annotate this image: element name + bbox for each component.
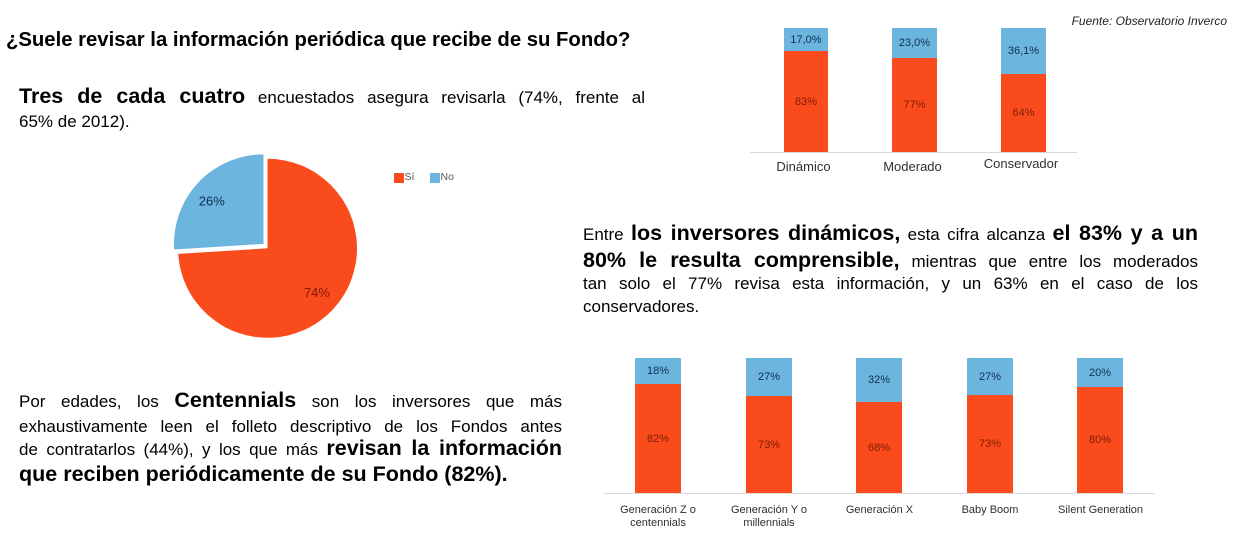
svg-text:26%: 26% (199, 194, 225, 209)
svg-text:74%: 74% (304, 285, 330, 300)
